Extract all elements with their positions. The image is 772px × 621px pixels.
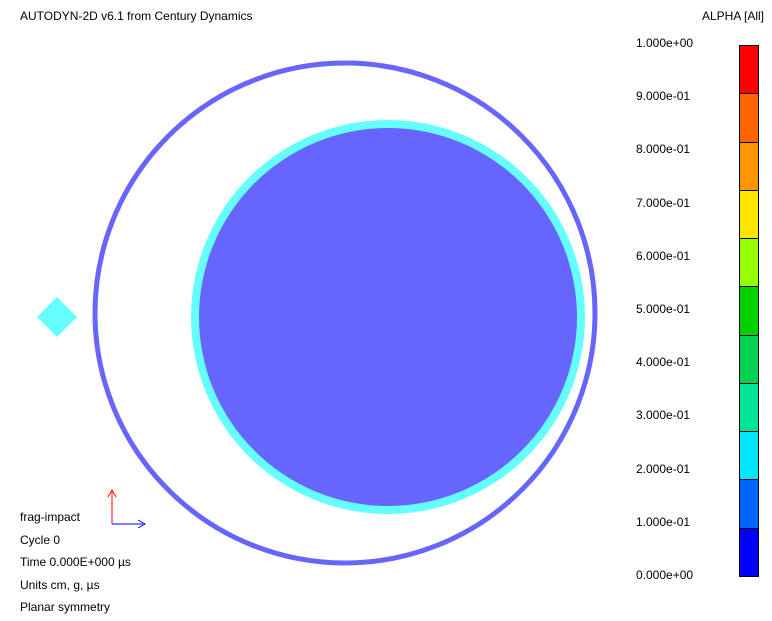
projectile-fragment xyxy=(37,297,77,337)
color-legend-segment xyxy=(740,238,758,287)
cycle-label: Cycle 0 xyxy=(20,532,61,547)
legend-variable-label: ALPHA [All] xyxy=(701,9,764,23)
color-legend-segment xyxy=(740,479,758,528)
color-legend-segment xyxy=(740,527,758,576)
color-legend-segment xyxy=(740,93,758,142)
symmetry-label: Planar symmetry xyxy=(20,600,111,614)
color-legend-bar xyxy=(739,45,759,577)
color-legend-segment xyxy=(740,189,758,239)
color-legend-segment xyxy=(740,431,758,480)
color-legend-segment xyxy=(740,46,758,94)
outer-target-ring xyxy=(92,60,598,566)
units-label: Units cm, g, µs xyxy=(20,577,100,592)
core-material xyxy=(199,128,577,506)
axes-indicator-icon xyxy=(107,488,147,528)
color-legend-segment xyxy=(740,334,758,383)
color-legend-segment xyxy=(740,141,758,190)
color-legend-segment xyxy=(740,286,758,335)
color-legend-segment xyxy=(740,382,758,432)
info-panel: frag-impact Cycle 0 Time 0.000E+000 µs U… xyxy=(20,506,131,619)
app-title: AUTODYN-2D v6.1 from Century Dynamics xyxy=(20,9,253,23)
model-name: frag-impact xyxy=(20,510,81,524)
time-label: Time 0.000E+000 µs xyxy=(20,555,131,569)
